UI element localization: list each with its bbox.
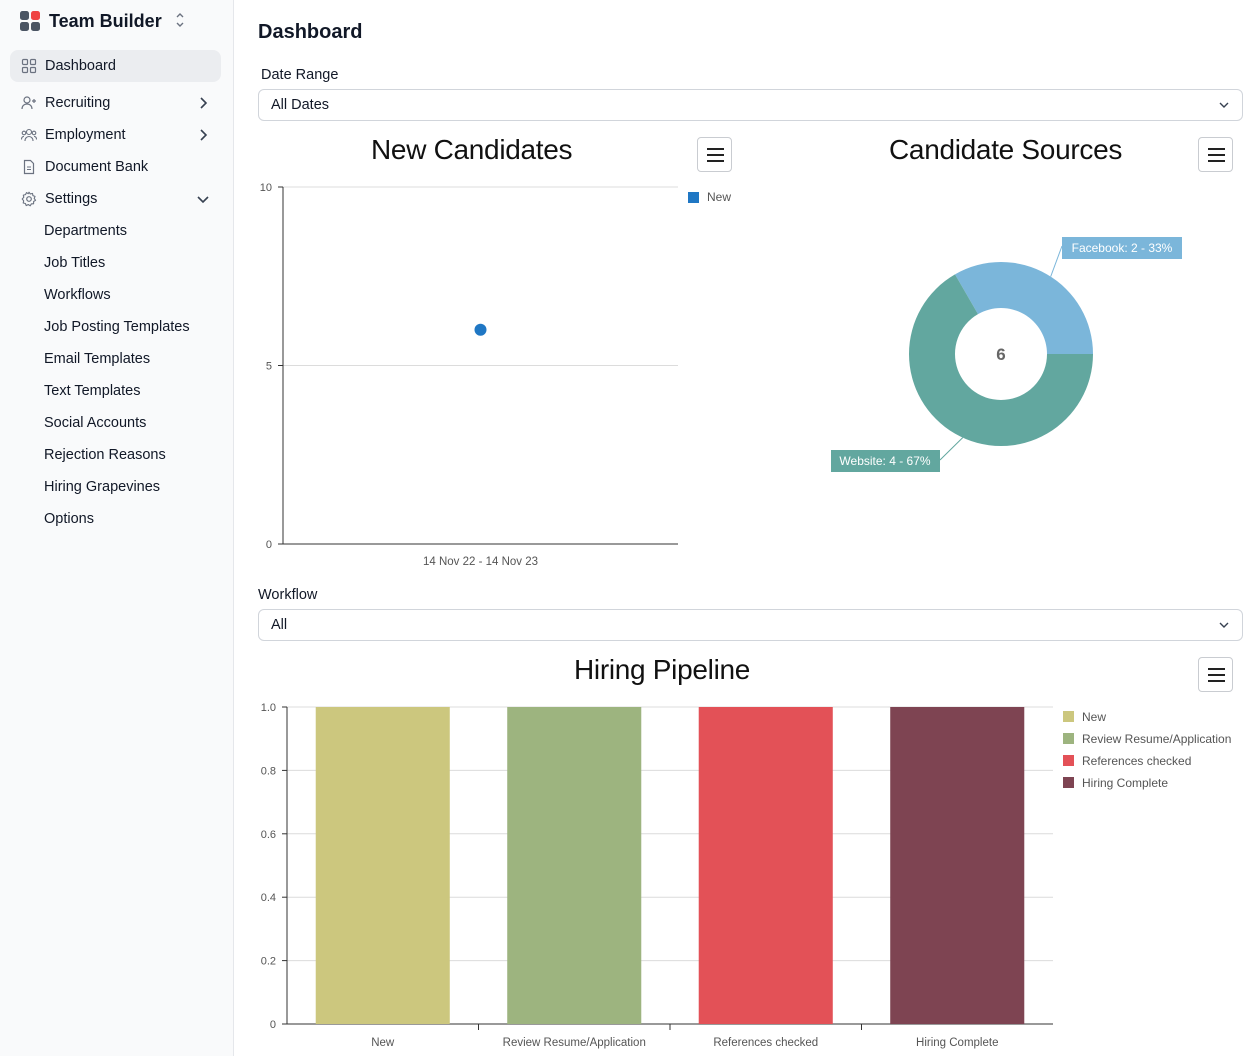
chevron-right-icon: [200, 97, 208, 109]
x-tick-label: References checked: [713, 1037, 818, 1049]
candidate-sources-title: Candidate Sources: [889, 134, 1123, 165]
sidebar-item-employment[interactable]: Employment: [10, 119, 221, 151]
slice-label: Facebook: 2 - 33%: [1072, 241, 1173, 255]
app-switcher[interactable]: Team Builder: [20, 8, 184, 34]
sidebar-item-dashboard[interactable]: Dashboard: [10, 50, 221, 82]
settings-item-workflows[interactable]: Workflows: [44, 287, 111, 303]
leader-line: [1050, 245, 1063, 277]
new-candidates-menu-button[interactable]: [697, 137, 732, 172]
app-logo-icon: [20, 11, 40, 31]
pie-center-label: 6: [996, 345, 1005, 364]
workflow-label: Workflow: [258, 587, 318, 603]
settings-item-hiring-grapevines[interactable]: Hiring Grapevines: [44, 479, 161, 495]
x-tick-label: Hiring Complete: [916, 1037, 998, 1049]
legend-swatch: [1063, 755, 1074, 766]
legend-label: New: [1082, 710, 1106, 724]
chevron-right-icon: [200, 129, 208, 141]
legend-swatch: [688, 192, 699, 203]
chevron-down-icon: [1219, 102, 1229, 108]
settings-item-rejection-reasons[interactable]: Rejection Reasons: [44, 447, 166, 463]
bar: [890, 707, 1025, 1024]
y-tick-label: 10: [260, 182, 272, 194]
y-tick-label: 0.4: [261, 892, 276, 904]
sidebar: Team Builder Dashboard Recruiting: [0, 0, 234, 1056]
y-tick-label: 0: [270, 1019, 276, 1031]
workflow-select[interactable]: All: [258, 609, 1243, 641]
pie-slice: [909, 274, 1093, 446]
sidebar-item-label: Employment: [45, 127, 126, 143]
data-point: [474, 323, 487, 336]
page-title: Dashboard: [258, 21, 363, 43]
new-candidates-title: New Candidates: [371, 134, 573, 165]
settings-item-text-templates[interactable]: Text Templates: [44, 383, 141, 399]
hiring-pipeline-title: Hiring Pipeline: [574, 654, 751, 685]
settings-item-social-accounts[interactable]: Social Accounts: [44, 415, 147, 431]
sidebar-item-document-bank[interactable]: Document Bank: [10, 151, 221, 183]
sidebar-item-recruiting[interactable]: Recruiting: [10, 87, 221, 119]
legend-swatch: [1063, 733, 1074, 744]
document-icon: [23, 159, 35, 175]
chevron-down-icon: [197, 196, 209, 204]
legend-swatch: [1063, 777, 1074, 788]
bar: [507, 707, 642, 1024]
slice-label-box: [831, 450, 940, 472]
workflow-value: All: [271, 617, 288, 633]
new-candidates-chart: 10 5 0 14 Nov 22 - 14 Nov 23 New: [260, 182, 732, 568]
date-range-select[interactable]: All Dates: [258, 89, 1243, 121]
x-tick-label: New: [371, 1037, 395, 1049]
sidebar-item-settings[interactable]: Settings: [10, 183, 221, 215]
y-tick-label: 0: [266, 539, 272, 551]
hiring-pipeline-menu-button[interactable]: [1198, 657, 1233, 692]
sidebar-item-label: Document Bank: [45, 159, 149, 175]
sidebar-item-label: Dashboard: [45, 58, 116, 74]
grid-icon: [21, 58, 37, 74]
legend-label: References checked: [1082, 754, 1191, 768]
pie-slice: [955, 262, 1093, 354]
hiring-pipeline-chart: 1.0 0.8 0.6 0.4 0.2 0 New Review Resume/Applica…: [261, 702, 1232, 1049]
gear-icon: [21, 191, 37, 207]
bar: [315, 707, 450, 1024]
chevron-down-icon: [1219, 622, 1229, 628]
candidate-sources-menu-button[interactable]: [1198, 137, 1233, 172]
candidate-sources-chart: 6 Facebook: 2 - 33% Website: 4 - 67%: [831, 237, 1182, 472]
x-tick-label: 14 Nov 22 - 14 Nov 23: [423, 556, 538, 568]
sidebar-item-label: Recruiting: [45, 95, 111, 111]
sidebar-item-label: Settings: [45, 191, 98, 207]
slice-label: Website: 4 - 67%: [839, 454, 930, 468]
y-tick-label: 0.6: [261, 829, 276, 841]
slice-label-box: [1062, 237, 1182, 259]
chevron-up-down-icon: [176, 13, 184, 27]
app-title: Team Builder: [49, 10, 162, 31]
y-tick-label: 0.8: [261, 765, 276, 777]
legend-label: New: [707, 190, 731, 204]
x-tick-label: Review Resume/Application: [503, 1037, 646, 1049]
user-plus-icon: [21, 96, 36, 110]
settings-item-departments[interactable]: Departments: [44, 223, 128, 239]
y-tick-label: 5: [266, 361, 272, 373]
y-tick-label: 1.0: [261, 702, 276, 714]
date-range-label: Date Range: [261, 67, 339, 83]
settings-item-job-titles[interactable]: Job Titles: [44, 255, 106, 271]
leader-line: [939, 437, 964, 461]
users-icon: [21, 128, 37, 142]
settings-item-job-posting-templates[interactable]: Job Posting Templates: [44, 319, 190, 335]
date-range-value: All Dates: [271, 97, 330, 113]
bar: [698, 707, 833, 1024]
y-tick-label: 0.2: [261, 956, 276, 968]
legend-swatch: [1063, 711, 1074, 722]
legend-label: Review Resume/Application: [1082, 732, 1231, 746]
settings-item-email-templates[interactable]: Email Templates: [44, 351, 151, 367]
legend-label: Hiring Complete: [1082, 776, 1168, 790]
settings-item-options[interactable]: Options: [44, 511, 94, 527]
